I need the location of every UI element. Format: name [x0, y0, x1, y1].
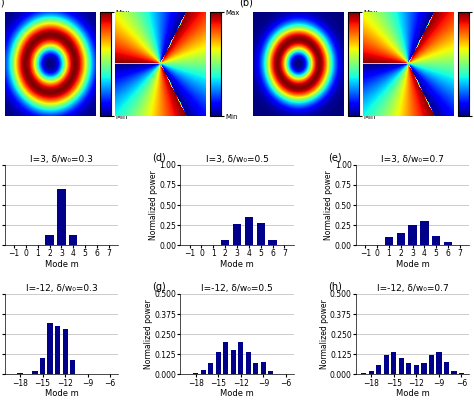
Bar	[253, 363, 258, 374]
Text: (d): (d)	[152, 153, 166, 163]
Bar	[63, 329, 68, 374]
Text: (a): (a)	[0, 0, 5, 7]
Bar	[268, 240, 277, 245]
Bar	[245, 217, 253, 245]
Bar	[193, 373, 198, 374]
Bar	[361, 373, 366, 374]
X-axis label: Mode m: Mode m	[220, 260, 254, 269]
X-axis label: Mode m: Mode m	[396, 389, 429, 398]
Bar	[397, 233, 405, 245]
Text: (b): (b)	[239, 0, 254, 7]
Bar	[18, 373, 23, 374]
Bar	[444, 242, 452, 245]
Bar	[383, 355, 389, 374]
Bar	[261, 361, 266, 374]
Bar	[208, 363, 213, 374]
X-axis label: Mode m: Mode m	[45, 260, 78, 269]
Bar	[231, 350, 236, 374]
Bar	[47, 323, 53, 374]
Y-axis label: Normalized power: Normalized power	[144, 299, 153, 369]
Bar	[221, 240, 229, 245]
Bar	[414, 365, 419, 374]
Bar	[399, 358, 404, 374]
Y-axis label: Normalized power: Normalized power	[319, 299, 328, 369]
Bar	[46, 235, 54, 245]
Bar	[70, 360, 75, 374]
Bar	[385, 237, 393, 245]
Y-axis label: Normalized power: Normalized power	[324, 170, 333, 240]
Title: l=-12, δ/w₀=0.3: l=-12, δ/w₀=0.3	[26, 284, 97, 293]
Bar	[201, 370, 206, 374]
Bar	[369, 371, 374, 374]
Bar	[268, 371, 273, 374]
X-axis label: Mode m: Mode m	[220, 389, 254, 398]
Bar	[432, 236, 440, 245]
Text: (e): (e)	[328, 153, 341, 163]
Bar	[436, 352, 442, 374]
Bar	[40, 358, 45, 374]
Bar	[216, 352, 221, 374]
Bar	[246, 352, 251, 374]
Bar	[57, 189, 65, 245]
Bar	[451, 371, 456, 374]
X-axis label: Mode m: Mode m	[45, 389, 78, 398]
Title: l=3, δ/w₀=0.5: l=3, δ/w₀=0.5	[206, 155, 268, 164]
Bar	[459, 373, 464, 374]
Bar	[444, 361, 449, 374]
Bar	[223, 342, 228, 374]
Bar	[233, 223, 241, 245]
Bar	[421, 363, 427, 374]
Title: l=-12, δ/w₀=0.7: l=-12, δ/w₀=0.7	[377, 284, 448, 293]
Text: (g): (g)	[152, 282, 166, 292]
Title: l=3, δ/w₀=0.7: l=3, δ/w₀=0.7	[381, 155, 444, 164]
Bar	[55, 326, 60, 374]
Bar	[409, 225, 417, 245]
Bar	[376, 365, 382, 374]
Bar	[238, 342, 243, 374]
Bar	[69, 235, 77, 245]
Text: (h): (h)	[328, 282, 341, 292]
Y-axis label: Normalized power: Normalized power	[149, 170, 158, 240]
Bar	[256, 223, 265, 245]
Title: l=-12, δ/w₀=0.5: l=-12, δ/w₀=0.5	[201, 284, 273, 293]
Bar	[429, 355, 434, 374]
Bar	[406, 363, 411, 374]
Bar	[420, 221, 428, 245]
Title: l=3, δ/w₀=0.3: l=3, δ/w₀=0.3	[30, 155, 93, 164]
Bar	[32, 371, 38, 374]
X-axis label: Mode m: Mode m	[396, 260, 429, 269]
Bar	[391, 352, 396, 374]
